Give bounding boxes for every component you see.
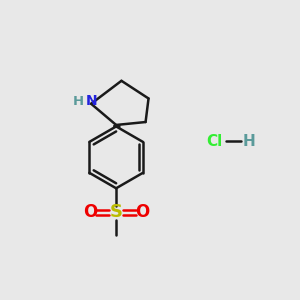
Text: Cl: Cl [207,134,223,149]
Text: H: H [242,134,255,149]
Text: O: O [83,203,98,221]
Text: S: S [110,203,123,221]
Text: O: O [135,203,149,221]
Text: H: H [72,95,83,108]
Text: N: N [85,94,97,108]
